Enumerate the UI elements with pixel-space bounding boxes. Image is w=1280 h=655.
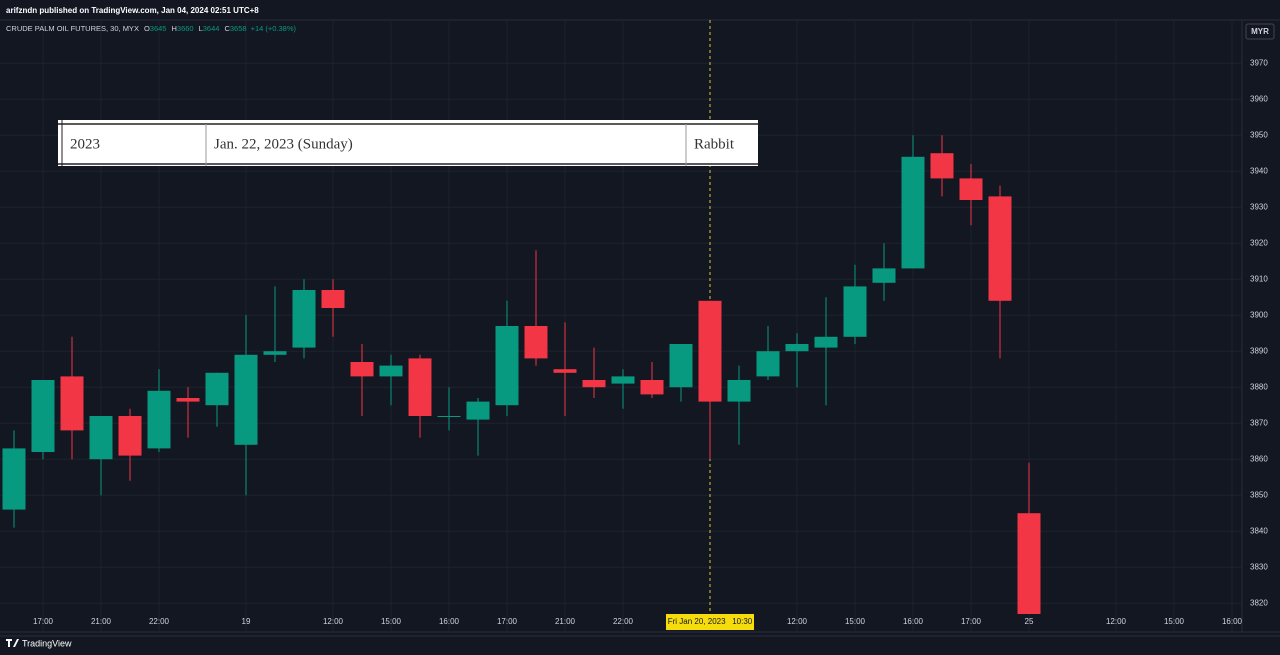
candle-body <box>524 326 548 359</box>
candle-body <box>31 380 55 452</box>
candle-body <box>901 156 925 269</box>
candle-body <box>495 326 519 406</box>
y-tick-label: 3830 <box>1250 562 1268 571</box>
candle-body <box>611 376 635 384</box>
x-tick-label: 12:00 <box>787 617 808 626</box>
candle-body <box>60 376 84 431</box>
candle-body <box>930 153 954 179</box>
currency: MYR <box>1251 27 1269 36</box>
candle-body <box>2 448 26 510</box>
y-tick-label: 3870 <box>1250 418 1268 427</box>
legend-name: CRUDE PALM OIL FUTURES, 30, MYX <box>6 24 139 33</box>
candle-body <box>843 286 867 337</box>
candle-body <box>234 354 258 445</box>
top-bar <box>0 0 1280 20</box>
x-tick-label: 22:00 <box>149 617 170 626</box>
brand: TradingView <box>22 638 72 648</box>
overlay-table: 2023 Jan. 22, 2023 (Sunday) Rabbit <box>58 120 758 166</box>
x-tick-label: 15:00 <box>1164 617 1185 626</box>
y-tick-label: 3820 <box>1250 598 1268 607</box>
candle-body <box>872 268 896 283</box>
crosshair-label-bg <box>666 614 754 630</box>
legend-label: H <box>171 24 176 33</box>
legend: CRUDE PALM OIL FUTURES, 30, MYX O3645 H366… <box>6 24 297 33</box>
candle-body <box>988 196 1012 301</box>
currency-box[interactable] <box>1245 23 1275 40</box>
legend-value: 3660 <box>177 24 194 33</box>
x-tick-label: 15:00 <box>381 617 402 626</box>
y-tick-label: 3920 <box>1250 238 1268 247</box>
table-bg <box>58 120 758 166</box>
candle-body <box>118 416 142 456</box>
y-tick-label: 3960 <box>1250 94 1268 103</box>
candle-body <box>669 344 693 388</box>
candle-body <box>379 365 403 377</box>
x-tick-label: 12:00 <box>1106 617 1127 626</box>
candle-body <box>263 351 287 355</box>
candle-body <box>698 300 722 402</box>
legend-label: C <box>224 24 230 33</box>
plot <box>0 20 1242 632</box>
candle-body <box>640 380 664 395</box>
x-tick-label: 15:00 <box>845 617 866 626</box>
legend-value: 3658 <box>230 24 247 33</box>
candle-body <box>785 344 809 352</box>
table-cell: Rabbit <box>694 136 735 152</box>
legend-text: CRUDE PALM OIL FUTURES, 30, MYX O3645 H366… <box>6 24 297 33</box>
x-tick-label: 16:00 <box>903 617 924 626</box>
candle-body <box>321 290 345 308</box>
legend-value: 3644 <box>203 24 220 33</box>
y-tick-label: 3850 <box>1250 490 1268 499</box>
candle-body <box>89 416 113 460</box>
candle-body <box>466 401 490 420</box>
y-tick-label: 3910 <box>1250 274 1268 283</box>
candle-body <box>1017 513 1041 614</box>
candle-body <box>582 380 606 388</box>
legend-value: 3645 <box>150 24 167 33</box>
legend-label: L <box>199 24 203 33</box>
candle-body <box>727 380 751 402</box>
x-tick-label: 17:00 <box>961 617 982 626</box>
logo <box>6 639 19 647</box>
x-tick-label: 12:00 <box>323 617 344 626</box>
y-tick-label: 3940 <box>1250 166 1268 175</box>
x-tick-label: 16:00 <box>439 617 460 626</box>
y-tick-label: 3890 <box>1250 346 1268 355</box>
candle-body <box>292 290 316 348</box>
x-tick-label: 21:00 <box>91 617 112 626</box>
y-tick-label: 3860 <box>1250 454 1268 463</box>
x-tick-label: 17:00 <box>497 617 518 626</box>
y-tick-label: 3880 <box>1250 382 1268 391</box>
crosshair-label: Fri Jan 20, 2023 10:30 <box>668 617 753 626</box>
x-tick-label: 19 <box>242 617 251 626</box>
candle-body <box>147 390 171 449</box>
candle-body <box>350 362 374 377</box>
legend-change: +14 (+0.38%) <box>251 24 297 33</box>
y-tick-label: 3840 <box>1250 526 1268 535</box>
candle-body <box>814 336 838 348</box>
y-tick-label: 3950 <box>1250 130 1268 139</box>
publisher: arifzndn published on TradingView.com, J… <box>6 6 259 15</box>
x-tick-label: 17:00 <box>33 617 54 626</box>
candle-body <box>176 398 200 402</box>
candle-body <box>437 416 461 417</box>
x-tick-label: 25 <box>1025 617 1034 626</box>
candle-body <box>205 372 229 406</box>
x-tick-label: 16:00 <box>1222 617 1243 626</box>
y-tick-label: 3930 <box>1250 202 1268 211</box>
x-tick-label: 21:00 <box>555 617 576 626</box>
y-tick-label: 3900 <box>1250 310 1268 319</box>
table-cell: 2023 <box>70 136 100 152</box>
candle-body <box>959 178 983 200</box>
legend-label: O <box>144 24 150 33</box>
y-tick-label: 3970 <box>1250 58 1268 67</box>
candle-body <box>408 358 432 416</box>
x-tick-label: 22:00 <box>613 617 634 626</box>
table-cell: Jan. 22, 2023 (Sunday) <box>214 136 353 152</box>
candle-body <box>553 369 577 373</box>
candle-body <box>756 351 780 377</box>
